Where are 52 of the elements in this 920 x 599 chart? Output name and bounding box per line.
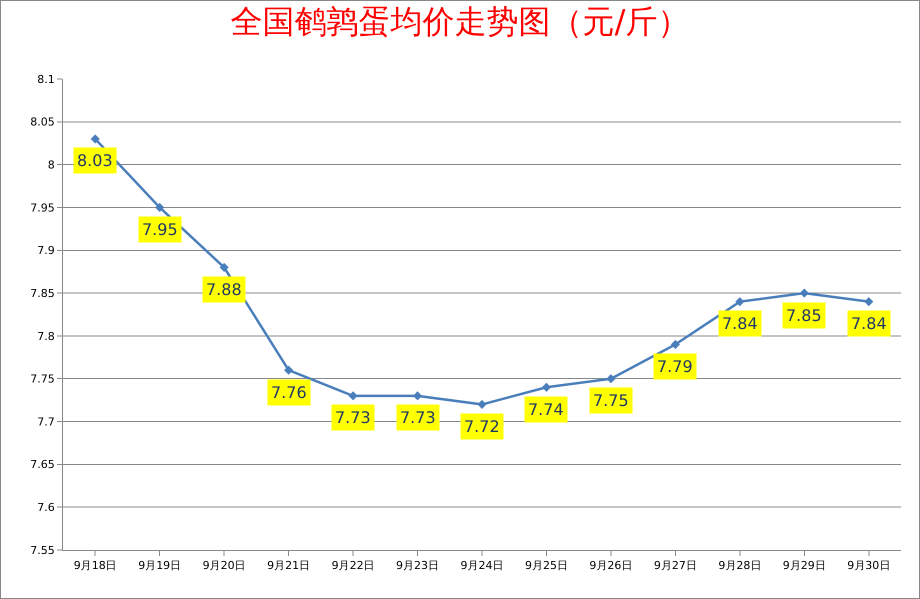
y-tick-label: 7.65 (30, 458, 55, 472)
point (864, 297, 874, 306)
y-tick-label: 7.9 (37, 244, 55, 258)
point (670, 340, 680, 350)
data-label: 7.95 (142, 220, 178, 239)
data-label: 7.84 (851, 314, 887, 333)
x-tick-label: 9月27日 (654, 559, 697, 572)
point (735, 297, 744, 306)
x-tick-label: 9月26日 (589, 559, 632, 572)
data-label: 7.73 (335, 408, 371, 427)
point (606, 374, 616, 384)
x-tick-label: 9月30日 (847, 559, 890, 572)
x-tick-label: 9月18日 (74, 559, 117, 572)
x-tick-label: 9月20日 (202, 559, 246, 572)
data-label: 7.85 (786, 306, 822, 325)
chart-title: 全国鹌鹑蛋均价走势图（元/斤） (230, 2, 690, 40)
point (348, 391, 358, 400)
x-tick-label: 9月23日 (396, 559, 440, 572)
x-tick-label: 9月22日 (332, 559, 375, 572)
y-tick-label: 8 (48, 158, 55, 172)
data-label: 7.72 (464, 417, 500, 436)
y-tick-label: 7.75 (30, 372, 55, 386)
y-tick-label: 8.1 (37, 72, 55, 86)
data-label: 7.74 (528, 400, 564, 419)
point (477, 400, 487, 409)
point (220, 262, 229, 272)
data-label: 7.76 (271, 383, 307, 402)
point (90, 134, 100, 144)
data-label: 7.75 (593, 391, 629, 410)
x-tick-label: 9月25日 (524, 559, 568, 572)
data-label: 7.79 (657, 357, 693, 376)
data-label: 7.88 (206, 280, 242, 299)
y-tick-label: 7.7 (37, 415, 55, 428)
data-label: 7.84 (722, 314, 758, 333)
y-tick-label: 7.55 (30, 544, 55, 557)
x-tick-label: 9月19日 (138, 559, 182, 572)
point (284, 366, 294, 375)
y-tick-label: 7.6 (37, 501, 55, 514)
y-tick-label: 7.95 (30, 201, 55, 214)
data-label: 7.73 (400, 408, 436, 427)
y-tick-label: 7.85 (30, 286, 55, 300)
point (542, 382, 552, 392)
point (155, 202, 164, 212)
y-tick-label: 7.8 (37, 330, 55, 343)
data-label: 8.03 (77, 151, 113, 170)
x-tick-label: 9月28日 (718, 559, 762, 572)
x-tick-label: 9月21日 (267, 559, 310, 572)
x-tick-label: 9月24日 (460, 559, 504, 572)
point (800, 288, 809, 298)
point (412, 391, 422, 400)
x-tick-label: 9月29日 (782, 559, 826, 572)
y-tick-label: 8.05 (30, 116, 55, 129)
